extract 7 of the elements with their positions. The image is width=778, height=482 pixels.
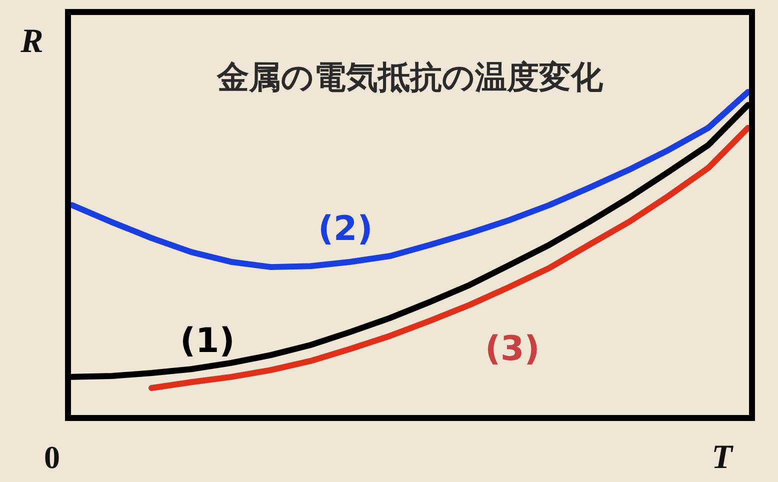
text: 0 bbox=[44, 439, 60, 475]
series-label: (1) bbox=[180, 321, 235, 361]
series-label: (3) bbox=[485, 329, 540, 369]
y-axis-title: R bbox=[20, 23, 44, 60]
x-axis-title: T bbox=[712, 439, 734, 476]
series-label: (2) bbox=[318, 209, 373, 249]
chart-title: 金属の電気抵抗の温度変化 bbox=[216, 58, 604, 96]
